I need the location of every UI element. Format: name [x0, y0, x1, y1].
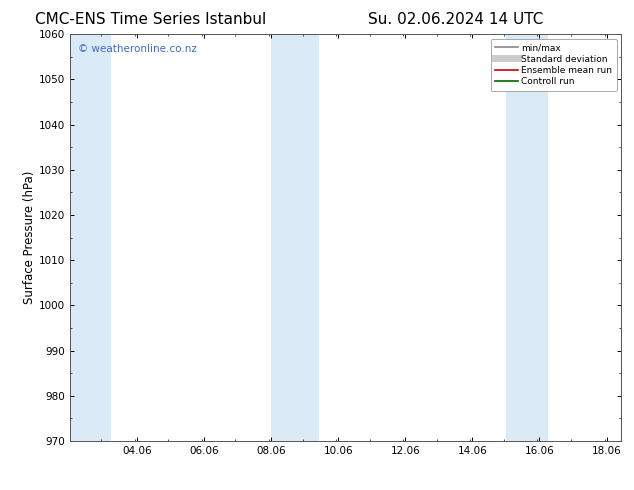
Text: Su. 02.06.2024 14 UTC: Su. 02.06.2024 14 UTC: [368, 12, 543, 27]
Bar: [506, 34, 548, 441]
Text: © weatheronline.co.nz: © weatheronline.co.nz: [78, 45, 197, 54]
Legend: min/max, Standard deviation, Ensemble mean run, Controll run: min/max, Standard deviation, Ensemble me…: [491, 39, 617, 91]
Bar: [271, 34, 320, 441]
Y-axis label: Surface Pressure (hPa): Surface Pressure (hPa): [23, 171, 36, 304]
Text: CMC-ENS Time Series Istanbul: CMC-ENS Time Series Istanbul: [35, 12, 266, 27]
Bar: [70, 34, 112, 441]
